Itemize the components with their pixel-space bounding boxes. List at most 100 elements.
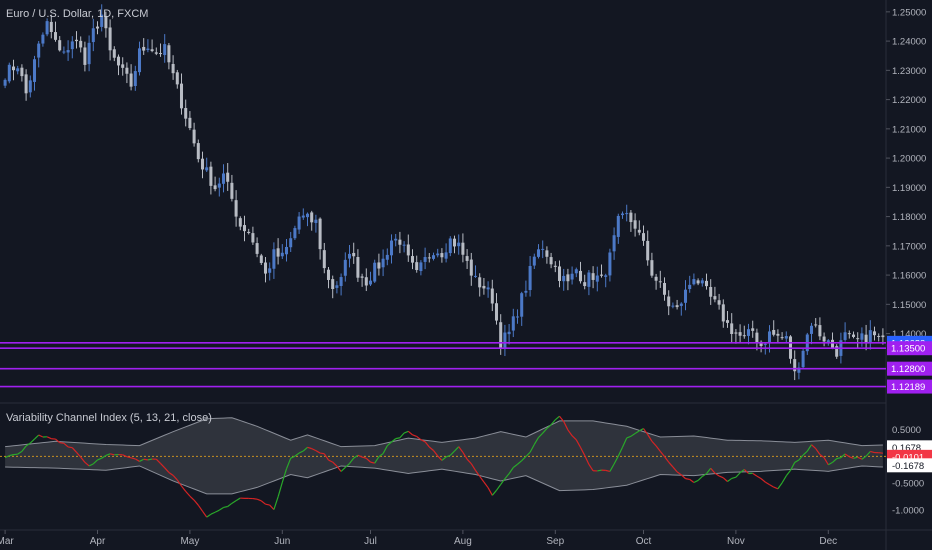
- candle[interactable]: [37, 40, 41, 68]
- candle[interactable]: [599, 264, 604, 278]
- vci-line-segment[interactable]: [336, 465, 342, 472]
- vci-line-segment[interactable]: [176, 479, 182, 487]
- vci-line-segment[interactable]: [147, 458, 153, 461]
- candle[interactable]: [780, 332, 784, 340]
- candle[interactable]: [11, 59, 16, 81]
- candle[interactable]: [772, 320, 776, 337]
- vci-line-segment[interactable]: [445, 454, 451, 458]
- vci-line-segment[interactable]: [500, 478, 506, 485]
- vci-line-segment[interactable]: [328, 459, 333, 463]
- vci-line-segment[interactable]: [386, 441, 392, 447]
- vci-line-segment[interactable]: [235, 497, 241, 502]
- candle[interactable]: [620, 211, 625, 219]
- vci-line-segment[interactable]: [849, 456, 854, 459]
- candle[interactable]: [356, 249, 360, 282]
- candle[interactable]: [238, 216, 242, 231]
- vci-line-segment[interactable]: [399, 432, 405, 439]
- vci-line-segment[interactable]: [584, 455, 590, 465]
- candle[interactable]: [473, 265, 478, 278]
- candle[interactable]: [746, 323, 751, 345]
- candle[interactable]: [394, 233, 398, 247]
- candle[interactable]: [679, 302, 683, 316]
- vci-line-segment[interactable]: [357, 454, 363, 458]
- candle[interactable]: [864, 324, 868, 351]
- candle[interactable]: [856, 332, 860, 349]
- vci-line-segment[interactable]: [735, 472, 741, 478]
- candle[interactable]: [637, 220, 641, 236]
- candle[interactable]: [616, 213, 620, 244]
- candle[interactable]: [381, 249, 385, 277]
- vci-line-segment[interactable]: [160, 463, 166, 469]
- vci-line-segment[interactable]: [508, 467, 514, 474]
- vci-line-segment[interactable]: [861, 455, 867, 460]
- candle[interactable]: [822, 332, 826, 347]
- candle[interactable]: [368, 271, 373, 287]
- vci-line-segment[interactable]: [273, 496, 279, 510]
- candle[interactable]: [53, 21, 58, 42]
- vci-line-segment[interactable]: [722, 477, 728, 482]
- vci-line-segment[interactable]: [122, 454, 128, 458]
- vci-line-segment[interactable]: [756, 475, 762, 480]
- candle[interactable]: [868, 320, 872, 350]
- candle[interactable]: [331, 275, 335, 299]
- candle[interactable]: [545, 246, 549, 264]
- candle[interactable]: [520, 291, 524, 326]
- candle[interactable]: [87, 35, 91, 72]
- vci-line-segment[interactable]: [332, 461, 338, 467]
- vci-line-segment[interactable]: [760, 478, 766, 483]
- vci-line-segment[interactable]: [701, 473, 707, 477]
- candle[interactable]: [515, 309, 520, 324]
- vci-line-segment[interactable]: [773, 486, 779, 490]
- candle[interactable]: [272, 242, 276, 279]
- candle[interactable]: [436, 248, 440, 258]
- vci-line-segment[interactable]: [46, 436, 52, 440]
- vci-line-segment[interactable]: [844, 453, 850, 458]
- candle[interactable]: [650, 252, 654, 278]
- candle[interactable]: [184, 99, 188, 127]
- candle[interactable]: [32, 55, 37, 91]
- vci-line-segment[interactable]: [819, 454, 825, 459]
- vci-line-segment[interactable]: [546, 424, 552, 429]
- vci-line-segment[interactable]: [109, 453, 115, 456]
- candle[interactable]: [423, 247, 427, 270]
- candle[interactable]: [79, 36, 83, 53]
- vci-line-segment[interactable]: [639, 428, 644, 432]
- vci-line-segment[interactable]: [559, 415, 565, 422]
- candle[interactable]: [129, 64, 133, 91]
- vci-line-segment[interactable]: [320, 452, 325, 455]
- candle[interactable]: [314, 214, 318, 233]
- candle[interactable]: [112, 46, 116, 62]
- vci-line-segment[interactable]: [181, 485, 187, 492]
- vci-line-segment[interactable]: [374, 456, 380, 464]
- vci-line-segment[interactable]: [97, 457, 102, 461]
- vci-line-segment[interactable]: [407, 430, 413, 436]
- vci-line-segment[interactable]: [630, 432, 636, 437]
- vci-line-segment[interactable]: [168, 471, 174, 476]
- candle[interactable]: [58, 36, 62, 52]
- vci-line-segment[interactable]: [71, 447, 77, 453]
- vci-line-segment[interactable]: [210, 511, 216, 515]
- candle[interactable]: [667, 290, 671, 316]
- candle[interactable]: [717, 293, 721, 310]
- vci-line-segment[interactable]: [718, 475, 724, 479]
- candle[interactable]: [95, 21, 100, 35]
- candle[interactable]: [688, 275, 692, 293]
- vci-line-segment[interactable]: [689, 478, 695, 483]
- candle[interactable]: [872, 326, 877, 341]
- candle[interactable]: [553, 261, 557, 273]
- vci-line-segment[interactable]: [164, 467, 170, 473]
- candle[interactable]: [415, 255, 419, 273]
- candle[interactable]: [809, 322, 814, 345]
- candle[interactable]: [570, 266, 574, 285]
- candle[interactable]: [793, 350, 797, 381]
- candle[interactable]: [881, 328, 885, 345]
- candle[interactable]: [557, 260, 562, 288]
- vci-line-segment[interactable]: [252, 497, 258, 500]
- vci-line-segment[interactable]: [378, 453, 384, 458]
- vci-line-segment[interactable]: [454, 446, 460, 452]
- candle[interactable]: [163, 34, 167, 63]
- candle[interactable]: [364, 268, 368, 292]
- vci-line-segment[interactable]: [197, 504, 203, 512]
- vci-line-segment[interactable]: [437, 455, 443, 461]
- candle[interactable]: [276, 238, 280, 265]
